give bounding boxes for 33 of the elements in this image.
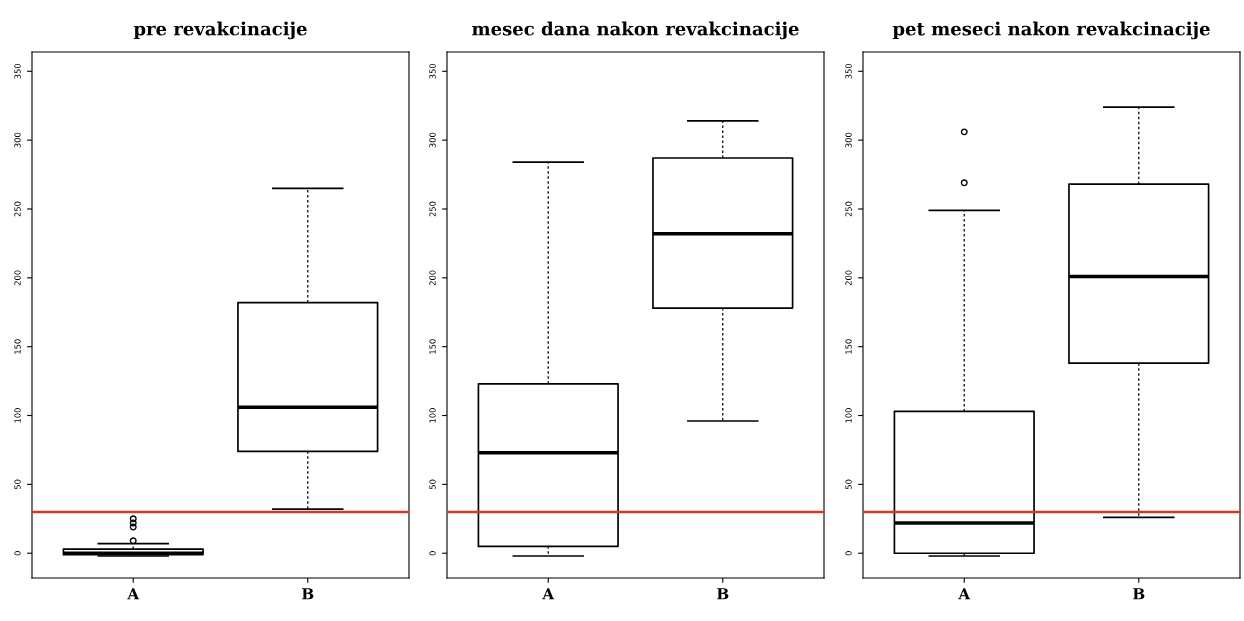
y-tick-label: 100 <box>14 408 21 423</box>
y-tick-label: 250 <box>14 201 21 217</box>
y-tick-label: 250 <box>845 201 852 217</box>
y-tick-label: 50 <box>429 479 436 490</box>
y-tick-label: 200 <box>429 270 436 286</box>
y-tick-label: 300 <box>845 132 852 148</box>
x-tick-label: B <box>302 588 314 600</box>
y-tick-label: 0 <box>14 551 21 556</box>
chart-title: pet meseci nakon revakcinacije <box>892 21 1210 40</box>
y-tick-label: 250 <box>429 201 436 217</box>
y-tick-label: 350 <box>429 63 436 79</box>
x-tick-label: A <box>127 588 140 600</box>
y-tick-label: 150 <box>14 339 21 354</box>
y-tick-label: 350 <box>14 63 21 79</box>
y-tick-label: 300 <box>14 132 21 148</box>
x-tick-label: B <box>717 588 729 600</box>
x-tick-label: B <box>1133 588 1145 600</box>
y-tick-label: 150 <box>845 339 852 354</box>
y-tick-label: 200 <box>14 270 21 286</box>
y-tick-label: 0 <box>845 551 852 556</box>
x-tick-label: A <box>958 588 971 600</box>
chart-title: mesec dana nakon revakcinacije <box>472 21 799 40</box>
y-tick-label: 200 <box>845 270 852 286</box>
y-tick-label: 0 <box>429 551 436 556</box>
y-tick-label: 150 <box>429 339 436 354</box>
y-tick-label: 100 <box>429 408 436 423</box>
y-tick-label: 350 <box>845 63 852 79</box>
y-tick-label: 50 <box>14 479 21 490</box>
y-tick-label: 50 <box>845 479 852 490</box>
x-tick-label: A <box>542 588 555 600</box>
y-tick-label: 300 <box>429 132 436 148</box>
y-tick-label: 100 <box>845 408 852 423</box>
chart-title: pre revakcinacije <box>133 21 307 40</box>
